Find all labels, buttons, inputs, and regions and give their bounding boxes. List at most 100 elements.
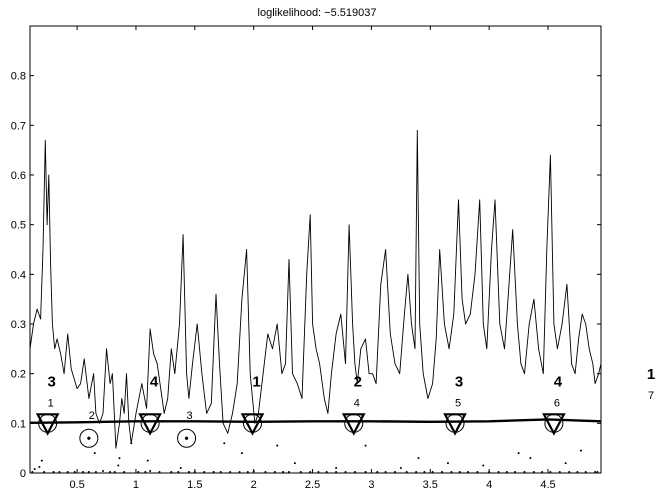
y-tick-label-4: 0.4 bbox=[11, 269, 26, 281]
dot-11 bbox=[101, 470, 104, 473]
dot-4 bbox=[52, 471, 55, 474]
x-tick-label-6: 3.5 bbox=[423, 479, 438, 491]
marker-small-label-6: 2 bbox=[89, 410, 95, 422]
marker-small-label-5: 6 bbox=[554, 397, 560, 409]
series-line-1 bbox=[29, 418, 602, 424]
dot-29 bbox=[238, 471, 241, 474]
marker-big-label-3: 2 bbox=[354, 373, 362, 390]
y-tick-label-2: 0.2 bbox=[11, 369, 26, 381]
dot-56 bbox=[488, 471, 491, 474]
marker-triangle-3 bbox=[341, 413, 366, 436]
dot-32 bbox=[264, 471, 267, 474]
marker-small-label-3: 4 bbox=[354, 397, 360, 409]
dot-23 bbox=[187, 471, 190, 474]
dot-75 bbox=[223, 442, 226, 445]
dot-42 bbox=[353, 471, 356, 474]
dot-10 bbox=[94, 471, 97, 474]
dot-5 bbox=[58, 471, 61, 474]
y-axis: 0 0.1 0.2 0.3 0.4 0.5 0.6 0.7 0.8 bbox=[11, 71, 601, 480]
marker-triangle-5 bbox=[542, 413, 566, 436]
dot-76 bbox=[240, 452, 243, 455]
marker-small-label-4: 5 bbox=[455, 397, 461, 409]
dot-27 bbox=[219, 471, 222, 474]
marker-big-label-2: 1 bbox=[252, 373, 260, 390]
dot-82 bbox=[417, 457, 420, 460]
y-tick-label-5: 0.5 bbox=[11, 220, 26, 232]
dot-1 bbox=[33, 468, 36, 471]
x-tick-label-2: 1.5 bbox=[187, 479, 202, 491]
series-line-0 bbox=[29, 129, 602, 449]
dot-33 bbox=[273, 471, 276, 474]
dot-51 bbox=[441, 471, 444, 474]
dot-54 bbox=[466, 471, 469, 474]
dot-64 bbox=[558, 471, 561, 474]
dot-21 bbox=[170, 471, 173, 474]
dot-26 bbox=[212, 471, 215, 474]
dot-74 bbox=[179, 467, 182, 470]
dot-2 bbox=[38, 466, 41, 469]
dot-83 bbox=[446, 462, 449, 465]
dot-71 bbox=[93, 452, 96, 455]
dot-70 bbox=[40, 459, 43, 462]
dot-34 bbox=[282, 471, 285, 474]
dot-66 bbox=[576, 471, 579, 474]
series-layer bbox=[29, 129, 602, 449]
dot-43 bbox=[364, 471, 367, 474]
markers-layer: 3 1 4 1 2 4 3 5 4 6 2 3 bbox=[35, 373, 566, 448]
outside-small-label: 7 bbox=[648, 390, 654, 402]
dot-50 bbox=[431, 471, 434, 474]
dot-3 bbox=[43, 471, 46, 474]
dot-49 bbox=[423, 471, 426, 474]
chart-title: loglikelihood: −5.519037 bbox=[258, 7, 377, 19]
dot-37 bbox=[309, 471, 312, 474]
dot-13 bbox=[113, 471, 116, 474]
dot-65 bbox=[568, 471, 571, 474]
dot-57 bbox=[497, 471, 500, 474]
marker-triangle-4 bbox=[443, 413, 467, 436]
marker-triangle-2 bbox=[240, 413, 265, 436]
dot-41 bbox=[344, 471, 347, 474]
dot-81 bbox=[399, 467, 402, 470]
marker-triangle-0 bbox=[35, 413, 60, 436]
dot-6 bbox=[66, 471, 69, 474]
dot-12 bbox=[109, 471, 112, 474]
dot-46 bbox=[393, 471, 396, 474]
dot-59 bbox=[514, 471, 517, 474]
dot-52 bbox=[450, 471, 453, 474]
marker-circle-6 bbox=[79, 428, 99, 448]
dot-44 bbox=[376, 471, 379, 474]
marker-big-label-1: 4 bbox=[150, 373, 159, 390]
dot-85 bbox=[517, 452, 520, 455]
dot-48 bbox=[415, 471, 418, 474]
y-tick-label-8: 0.8 bbox=[11, 71, 26, 83]
dot-62 bbox=[541, 471, 544, 474]
dot-38 bbox=[317, 471, 320, 474]
dot-69 bbox=[596, 471, 599, 474]
marker-circle-7 bbox=[177, 428, 197, 448]
x-tick-label-1: 1 bbox=[133, 479, 139, 491]
dot-28 bbox=[229, 471, 232, 474]
dot-63 bbox=[549, 471, 552, 474]
x-tick-label-8: 4.5 bbox=[540, 479, 555, 491]
dot-58 bbox=[505, 471, 508, 474]
dot-19 bbox=[149, 470, 152, 473]
dot-40 bbox=[335, 471, 338, 474]
dot-72 bbox=[117, 464, 120, 467]
dot-20 bbox=[158, 471, 161, 474]
x-tick-label-7: 4 bbox=[486, 479, 492, 491]
x-axis: 0.5 1 1.5 2 2.5 3 3.5 4 4.5 bbox=[69, 26, 556, 491]
marker-small-label-0: 1 bbox=[48, 397, 54, 409]
dot-78 bbox=[293, 462, 296, 465]
y-tick-label-0: 0 bbox=[20, 468, 26, 480]
dot-86 bbox=[529, 457, 532, 460]
marker-small-label-7: 3 bbox=[187, 410, 193, 422]
dot-25 bbox=[203, 471, 206, 474]
dot-30 bbox=[246, 471, 249, 474]
dot-84 bbox=[482, 464, 485, 467]
dot-47 bbox=[405, 471, 408, 474]
marker-center-dot-6 bbox=[87, 436, 91, 440]
dot-73 bbox=[146, 459, 149, 462]
x-tick-label-5: 3 bbox=[368, 479, 374, 491]
dot-55 bbox=[476, 471, 479, 474]
plot-frame bbox=[29, 25, 602, 474]
